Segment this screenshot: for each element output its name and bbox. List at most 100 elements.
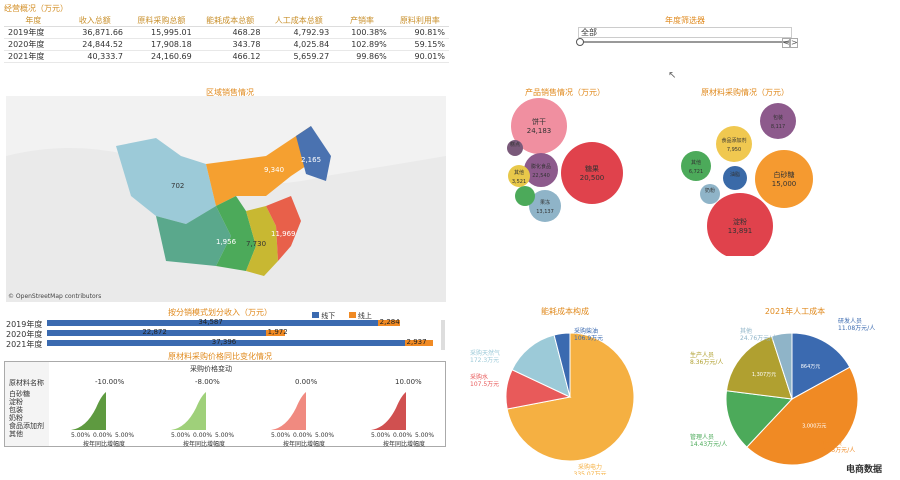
product-bubble[interactable] (529, 190, 561, 222)
grid-col-header: 10.00% (395, 378, 422, 386)
product-bubble[interactable] (507, 140, 523, 156)
energy-slice[interactable] (511, 334, 571, 398)
labor-slice[interactable] (725, 390, 794, 448)
labor-slice[interactable] (725, 335, 793, 400)
grid-footer-label: 按年同比增幅度 (83, 441, 126, 448)
channel-bar-offline[interactable] (47, 320, 378, 326)
grid-footer-tick: 0.00% (93, 432, 113, 439)
product-bubble[interactable] (524, 153, 558, 187)
kpi-value-cell: 468.28 (195, 26, 265, 39)
channel-bar-offline[interactable] (47, 340, 405, 346)
grid-footer-tick: 0.00% (193, 432, 213, 439)
kpi-header-6[interactable]: 原料利用率 (390, 15, 449, 27)
channel-title: 按分销模式划分收入（万元） (168, 308, 272, 317)
grid-footer-tick: 0.00% (393, 432, 413, 439)
channel-bar-online[interactable] (265, 330, 285, 336)
energy-slice[interactable] (553, 332, 571, 398)
material-title: 原材料采购情况（万元） (701, 88, 789, 97)
channel-bar-online[interactable] (404, 340, 433, 346)
product-bubble-name: 果冻 (540, 199, 550, 206)
energy-slice-name: 采购柴油 (574, 327, 598, 335)
material-bubble-name: 白砂糖 (774, 170, 795, 179)
channel-year-label: 2020年度 (6, 330, 43, 339)
material-bubble-name: 油脂 (730, 171, 740, 178)
grid-footer-label: 按年同比增幅度 (383, 441, 426, 448)
kpi-value-cell: 15,995.01 (127, 26, 196, 39)
kpi-header-0[interactable]: 年度 (4, 15, 63, 27)
material-bubble[interactable] (716, 126, 752, 162)
grid-col-header: 0.00% (295, 378, 318, 386)
kpi-header-2[interactable]: 原料采购总额 (127, 15, 196, 27)
material-bubble[interactable] (681, 151, 711, 181)
product-bubble-name: 膨化食品 (531, 163, 551, 170)
grid-footer-tick: 5.00% (215, 432, 235, 439)
product-bubble-name: 糖果 (585, 164, 599, 173)
material-bubble-value: 8,117 (771, 124, 785, 130)
grid-col-header: -10.00% (95, 378, 125, 386)
channel-online-value: 2,284 (379, 318, 400, 326)
year-slider-track[interactable] (578, 41, 791, 43)
grid-footer-tick: 5.00% (271, 432, 291, 439)
material-bubble-name: 食品添加剂 (721, 137, 746, 144)
material-bubble[interactable] (760, 103, 796, 139)
product-bubble[interactable] (511, 98, 567, 154)
material-bubble[interactable] (723, 166, 747, 190)
grid-col-header: -8.00% (195, 378, 220, 386)
kpi-value-cell: 90.81% (390, 26, 449, 39)
material-bubble[interactable] (707, 193, 773, 256)
product-bubble-value: 24,183 (527, 127, 552, 135)
product-bubble[interactable] (561, 142, 623, 204)
product-bubble[interactable] (515, 186, 535, 206)
kpi-row: 2021年度 40,333.7 24,160.69 466.12 5,659.27 99.… (4, 50, 449, 63)
labor-slice[interactable] (770, 332, 793, 400)
kpi-header-5[interactable]: 产销率 (333, 15, 391, 27)
channel-scrollbar[interactable] (441, 320, 445, 350)
kpi-header-3[interactable]: 能耗成本总额 (195, 15, 265, 27)
map-region-northeast (296, 126, 331, 181)
legend-online-label: 线上 (357, 312, 372, 320)
product-bubble-value: 20,500 (580, 174, 605, 182)
channel-year-label: 2021年度 (6, 340, 43, 349)
kpi-value-cell: 4,025.84 (264, 38, 334, 51)
channel-year-label: 2019年度 (6, 320, 43, 329)
material-bubble[interactable] (700, 184, 720, 204)
grid-header-group: 采购价格变动 (190, 365, 232, 373)
next-year-button[interactable]: > (790, 38, 798, 48)
product-bubble-value: 13,137 (536, 209, 554, 215)
product-bubble[interactable] (508, 165, 530, 187)
energy-slice-value: 172.3万元 (470, 357, 499, 364)
region-map: 702 2,165 9,340 1,956 7,730 11,969 (6, 96, 446, 302)
labor-slice-inner: 3,000万元 (802, 424, 826, 430)
product-bubble-value: 22,540 (532, 173, 550, 179)
year-filter-input[interactable]: 全部 (578, 27, 792, 38)
kpi-value-cell: 466.12 (195, 50, 265, 63)
material-bubble-value: 15,000 (772, 180, 797, 188)
material-bubble-value: 6,721 (689, 169, 703, 175)
labor-slice-inner: 864万元 (801, 364, 821, 370)
grid-col-title: 原材料名称 (9, 379, 44, 387)
channel-bar-offline[interactable] (47, 330, 266, 336)
kpi-table: 年度 收入总额 原料采购总额 能耗成本总额 人工成本总额 产销率 原料利用率 2019年度 3… (4, 15, 449, 63)
material-bubble[interactable] (755, 150, 813, 208)
channel-legend: 线下 线上 (312, 311, 372, 321)
kpi-value-cell: 5,659.27 (264, 50, 334, 63)
kpi-title: 经营概况（万元） (4, 4, 68, 13)
map-label-3: 9,340 (264, 166, 284, 174)
labor-slice[interactable] (791, 332, 851, 400)
energy-title: 能耗成本构成 (541, 307, 589, 316)
labor-slice[interactable] (746, 366, 859, 466)
product-bubble-name: 糕点 (510, 141, 520, 148)
kpi-value-cell: 99.86% (333, 50, 391, 63)
channel-offline-value: 22,872 (142, 328, 167, 336)
energy-slice-name: 采购电力 (578, 463, 602, 471)
kpi-header-4[interactable]: 人工成本总额 (264, 15, 334, 27)
grid-row-label: 白砂糖 (9, 390, 30, 398)
kpi-header-1[interactable]: 收入总额 (62, 15, 128, 27)
year-slider-knob[interactable] (576, 38, 584, 46)
channel-bar-online[interactable] (377, 320, 400, 326)
kpi-value-cell: 24,160.69 (127, 50, 196, 63)
prev-year-button[interactable]: < (782, 38, 790, 48)
kpi-value-cell: 24,844.52 (62, 38, 128, 51)
